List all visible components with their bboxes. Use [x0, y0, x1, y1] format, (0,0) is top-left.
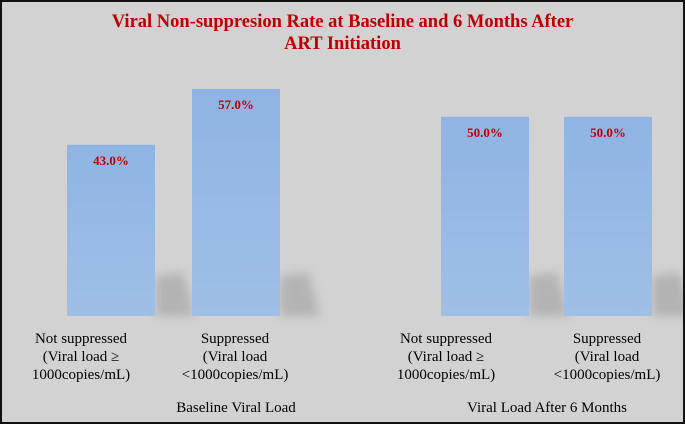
chart-title-line-1: Viral Non-suppresion Rate at Baseline an… [111, 12, 574, 32]
bar-1-1 [564, 116, 652, 316]
group-label-6months: Viral Load After 6 Months [467, 400, 627, 416]
bar-1-0 [441, 116, 529, 316]
category-label-baseline-suppressed: Suppressed (Viral load <1000copies/mL) [181, 331, 289, 383]
chart-title: Viral Non-suppresion Rate at Baseline an… [2, 11, 683, 55]
bar-0-1 [192, 89, 280, 316]
bar-value-label-1-1: 50.0% [590, 125, 626, 140]
bar-shadow-0-1 [280, 272, 320, 316]
category-label-6months-suppressed: Suppressed (Viral load <1000copies/mL) [553, 331, 661, 383]
bar-shadow-1-0 [529, 272, 569, 316]
bar-shadow-0-0 [155, 272, 195, 316]
bar-value-label-0-0: 43.0% [93, 153, 129, 168]
group-label-baseline: Baseline Viral Load [176, 400, 296, 416]
chart-title-line-2: ART Initiation [284, 34, 401, 54]
category-label-6months-not-suppressed: Not suppressed (Viral load ≥ 1000copies/… [396, 331, 496, 383]
bar-shadow-1-1 [652, 272, 683, 316]
category-label-baseline-not-suppressed: Not suppressed (Viral load ≥ 1000copies/… [31, 331, 131, 383]
bar-value-label-0-1: 57.0% [218, 97, 254, 112]
bar-0-0 [67, 144, 155, 316]
bar-value-label-1-0: 50.0% [467, 125, 503, 140]
